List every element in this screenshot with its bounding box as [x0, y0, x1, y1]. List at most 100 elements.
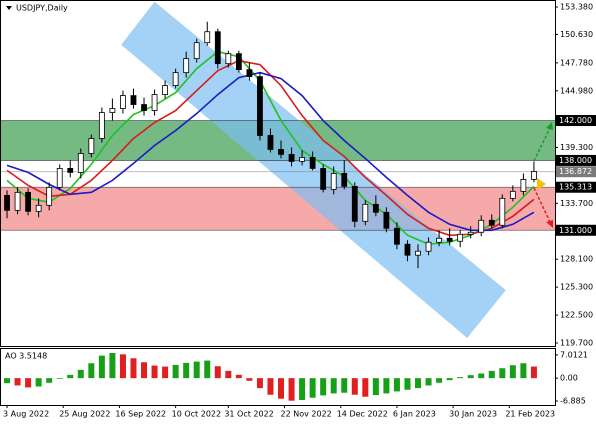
- x-tick-label: 25 Aug 2022: [59, 410, 110, 419]
- ao-bar: [520, 363, 527, 379]
- ao-bar: [415, 378, 422, 389]
- up-arrow-head: [546, 122, 553, 130]
- candle-body: [457, 233, 464, 242]
- candle-body: [193, 42, 200, 60]
- ao-bar: [372, 378, 379, 396]
- candle-body: [141, 104, 147, 111]
- chart-title: USDJPY,Daily: [16, 4, 68, 13]
- zone: [0, 187, 555, 231]
- ao-bar: [509, 365, 516, 379]
- candle-body: [46, 186, 53, 206]
- candle-body: [509, 190, 516, 199]
- y-tick-label: 147.780: [560, 58, 593, 67]
- candle-body: [14, 191, 21, 211]
- ao-bar: [499, 368, 506, 379]
- ao-bar: [77, 369, 84, 379]
- y-tick-label: 150.630: [560, 30, 593, 39]
- ao-bar: [488, 370, 495, 379]
- candle-body: [341, 173, 348, 187]
- ao-bar: [119, 354, 126, 379]
- candle-body: [204, 31, 211, 44]
- ao-bar: [467, 375, 474, 379]
- candle-body: [183, 58, 190, 74]
- candle-body: [499, 197, 506, 226]
- candle-body: [288, 154, 295, 162]
- menu-triangle[interactable]: [6, 6, 12, 10]
- ao-bar: [67, 374, 74, 379]
- ao-bar: [425, 378, 432, 386]
- ao-bar: [288, 378, 295, 401]
- up-arrow: [533, 127, 551, 162]
- ao-bar: [309, 378, 316, 398]
- candle-body: [309, 157, 316, 169]
- ao-bar: [183, 362, 190, 379]
- candle-body: [320, 168, 327, 190]
- level-label: 142.000: [559, 116, 592, 125]
- candle-body: [4, 194, 10, 211]
- level-label-box: [556, 224, 596, 236]
- down-arrow: [533, 187, 551, 223]
- ao-bar: [46, 378, 53, 383]
- ao-bar: [530, 366, 537, 379]
- ao-tick-label: -6.885: [560, 396, 586, 405]
- candle-body: [109, 108, 116, 113]
- candle-body: [372, 203, 379, 213]
- price-frame: [0, 0, 556, 347]
- candle-body: [214, 31, 221, 65]
- plot-area: [0, 1, 555, 401]
- ao-bar: [162, 366, 169, 379]
- neutral-arrow-head: [537, 178, 546, 190]
- candle-body: [56, 168, 63, 188]
- ao-bar: [341, 378, 348, 393]
- y-tick-label: 153.380: [560, 2, 593, 11]
- ao-bar: [193, 361, 200, 379]
- ao-bar: [446, 378, 453, 381]
- candle-body: [98, 112, 105, 139]
- level-label: 135.313: [559, 183, 592, 192]
- candle-body: [478, 219, 485, 233]
- candle-body: [467, 231, 474, 235]
- candle-body: [130, 95, 137, 105]
- candle-body: [394, 227, 400, 245]
- ao-bar: [299, 378, 306, 401]
- candle-body: [162, 85, 168, 95]
- ao-bar: [225, 370, 232, 379]
- candle-body: [35, 204, 42, 212]
- y-tick-label: 133.700: [560, 199, 593, 208]
- candle-body: [488, 219, 495, 226]
- ao-bar: [98, 355, 105, 379]
- candle-body: [299, 157, 305, 162]
- level-label: 131.000: [559, 226, 592, 235]
- y-tick-label: 122.500: [560, 311, 593, 320]
- x-tick-label: 31 Oct 2022: [224, 410, 273, 419]
- y-tick-label: 119.700: [560, 339, 593, 348]
- y-tick-label: 139.300: [560, 143, 593, 152]
- x-tick-label: 21 Feb 2023: [505, 410, 555, 419]
- ao-bar: [109, 352, 116, 379]
- candle-body: [25, 191, 32, 212]
- ao-bar: [383, 378, 390, 394]
- candle-body: [404, 243, 411, 256]
- ao-bar: [151, 365, 158, 379]
- candle-body: [446, 237, 453, 242]
- ao-bar: [25, 378, 32, 388]
- candle-body: [225, 53, 232, 65]
- candle-body: [257, 76, 263, 136]
- x-tick-label: 14 Dec 2022: [337, 410, 388, 419]
- ao-bar: [478, 373, 485, 379]
- ao-bar: [235, 374, 242, 379]
- candle-body: [351, 185, 358, 222]
- candle-body: [383, 211, 390, 229]
- ao-bar: [56, 378, 63, 379]
- y-tick-label: 128.100: [560, 255, 593, 264]
- ao-bar: [14, 378, 21, 386]
- candle-body: [425, 241, 432, 252]
- x-tick-label: 22 Nov 2022: [281, 410, 332, 419]
- level-label-box: [556, 154, 596, 166]
- forecast-arrows: [533, 122, 553, 228]
- candle-body: [436, 237, 442, 243]
- ao-bar: [320, 378, 327, 396]
- ao-bar: [4, 378, 11, 384]
- candle-body: [77, 153, 84, 173]
